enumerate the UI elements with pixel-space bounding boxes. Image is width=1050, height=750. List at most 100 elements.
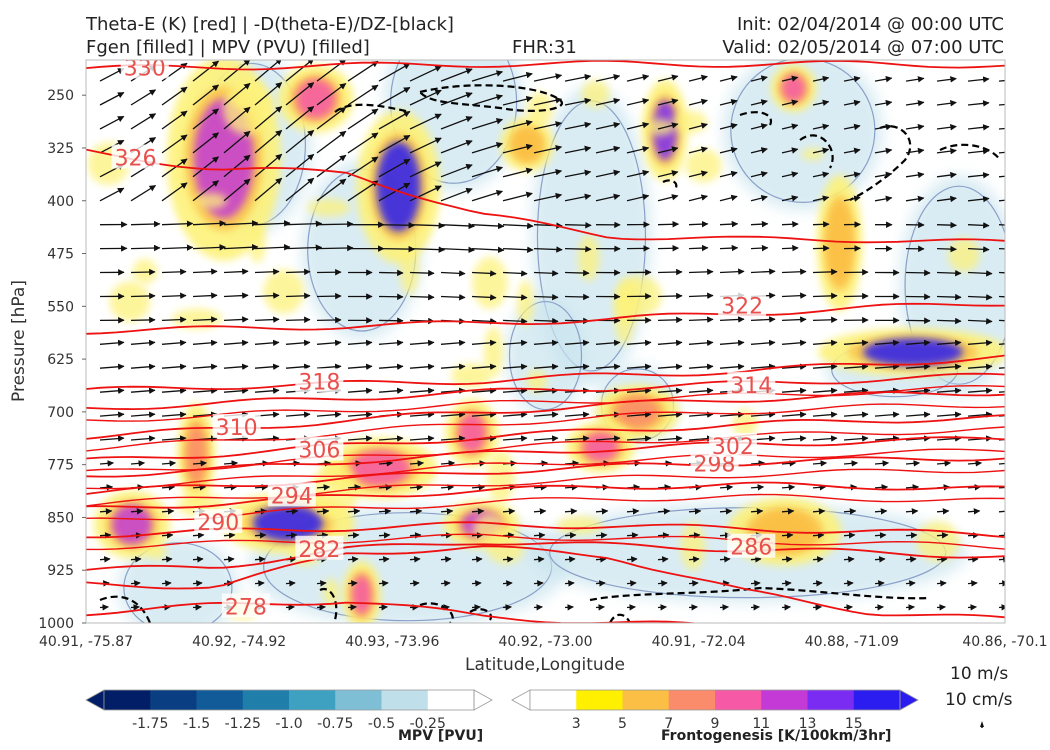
wind-vector	[533, 363, 559, 371]
wind-vector	[378, 363, 404, 371]
theta-e-contour-322	[86, 302, 1005, 335]
wind-vector	[130, 316, 156, 324]
wind-vector	[874, 363, 900, 371]
wind-vector	[347, 580, 358, 587]
wind-vector	[285, 105, 315, 130]
wind-vector	[440, 270, 466, 277]
wind-vector	[936, 387, 962, 395]
wind-vector	[688, 556, 700, 563]
wind-vector	[843, 460, 859, 467]
wind-vector	[781, 508, 795, 515]
wind-vector	[657, 339, 683, 347]
wind-vector	[533, 508, 547, 515]
wind-vector	[750, 604, 760, 611]
wind-vector	[130, 339, 156, 347]
y-tick-label: 550	[47, 299, 74, 315]
theta-e-label-302: 302	[712, 435, 754, 460]
wind-vector	[502, 604, 512, 611]
wind-vector	[192, 244, 227, 251]
wind-vector	[967, 270, 993, 277]
wind-vector	[533, 411, 559, 418]
x-axis-ticks: 40.91, -75.87 40.92, -74.92 40.93, -73.96 4…	[39, 634, 1048, 650]
wind-vector	[843, 604, 853, 611]
wind-vector	[564, 604, 574, 611]
wind-vector	[781, 99, 799, 106]
fgen-colorbar-extend-low	[511, 689, 531, 711]
wind-vector	[998, 532, 1005, 539]
wind-vector	[99, 508, 113, 515]
wind-vector	[347, 363, 373, 371]
wind-vector	[626, 169, 650, 178]
wind-vector	[254, 387, 280, 395]
theta-e-label-bg	[295, 368, 344, 393]
fgen-fill-core	[350, 450, 411, 487]
wind-vector	[781, 363, 807, 371]
wind-vector	[285, 604, 295, 611]
wind-vector	[967, 124, 990, 131]
wind-vector	[316, 508, 330, 515]
wind-vector	[409, 222, 446, 229]
wind-vector	[409, 604, 419, 611]
wind-vector	[657, 194, 679, 202]
wind-vector	[781, 221, 799, 228]
ddz-contour	[419, 84, 563, 112]
wind-vector	[781, 171, 799, 178]
wind-vector	[161, 387, 187, 395]
wind-vector	[874, 460, 890, 467]
wind-vector	[626, 532, 639, 539]
wind-vector	[316, 411, 342, 418]
wind-vector	[409, 411, 435, 418]
wind-vector	[843, 339, 869, 347]
wind-vector	[440, 116, 473, 130]
wind-vector	[750, 244, 769, 252]
mpv-colorbar-swatch	[196, 690, 244, 710]
wind-vector	[564, 293, 590, 301]
wind-vector	[99, 115, 125, 130]
wind-vector	[285, 220, 323, 227]
wind-vector	[378, 532, 391, 539]
fgen-fill-patch	[147, 544, 167, 560]
wind-vector	[657, 292, 683, 300]
theta-e-label-bg	[120, 60, 169, 79]
wind-vector	[223, 243, 259, 251]
theta-e-contour-326	[86, 148, 1005, 244]
fgen-fill-patch	[685, 148, 722, 183]
wind-vector	[130, 556, 142, 563]
wind-vector	[502, 435, 528, 442]
mpv-contour	[123, 542, 233, 623]
wind-vector	[316, 220, 354, 228]
wind-vector	[936, 293, 962, 301]
wind-vector	[967, 508, 981, 515]
wind-vector	[998, 295, 1005, 298]
wind-vector	[564, 484, 579, 491]
wind-vector	[626, 363, 652, 371]
wind-vector	[285, 316, 311, 324]
fgen-fill-core	[582, 432, 619, 463]
wind-vector	[688, 604, 698, 611]
fgen-fill-patch	[526, 369, 547, 393]
wind-vector	[781, 604, 791, 611]
wind-vector	[316, 604, 326, 611]
theta-e-contour-306-minor	[86, 426, 1005, 472]
theta-e-label-bg	[708, 433, 757, 458]
wind-vector	[347, 84, 379, 106]
wind-vector	[409, 556, 421, 563]
wind-vector	[905, 171, 925, 179]
wind-vector	[874, 171, 893, 179]
wind-vector	[161, 339, 187, 347]
wind-vector	[874, 339, 900, 347]
wind-vector	[812, 339, 838, 347]
wind-vector	[626, 411, 652, 418]
wind-vector	[688, 435, 714, 442]
wind-vector	[750, 268, 776, 275]
wind-vector	[223, 532, 236, 539]
wind-vector	[99, 435, 125, 442]
wind-vector	[409, 387, 435, 395]
wind-vector	[595, 339, 621, 347]
fgen-colorbar-swatch	[530, 690, 577, 710]
wind-vector	[192, 60, 220, 82]
mpv-contour	[904, 185, 1005, 385]
wind-vector	[192, 532, 205, 539]
wind-vector	[595, 435, 621, 442]
wind-vector	[130, 268, 156, 276]
